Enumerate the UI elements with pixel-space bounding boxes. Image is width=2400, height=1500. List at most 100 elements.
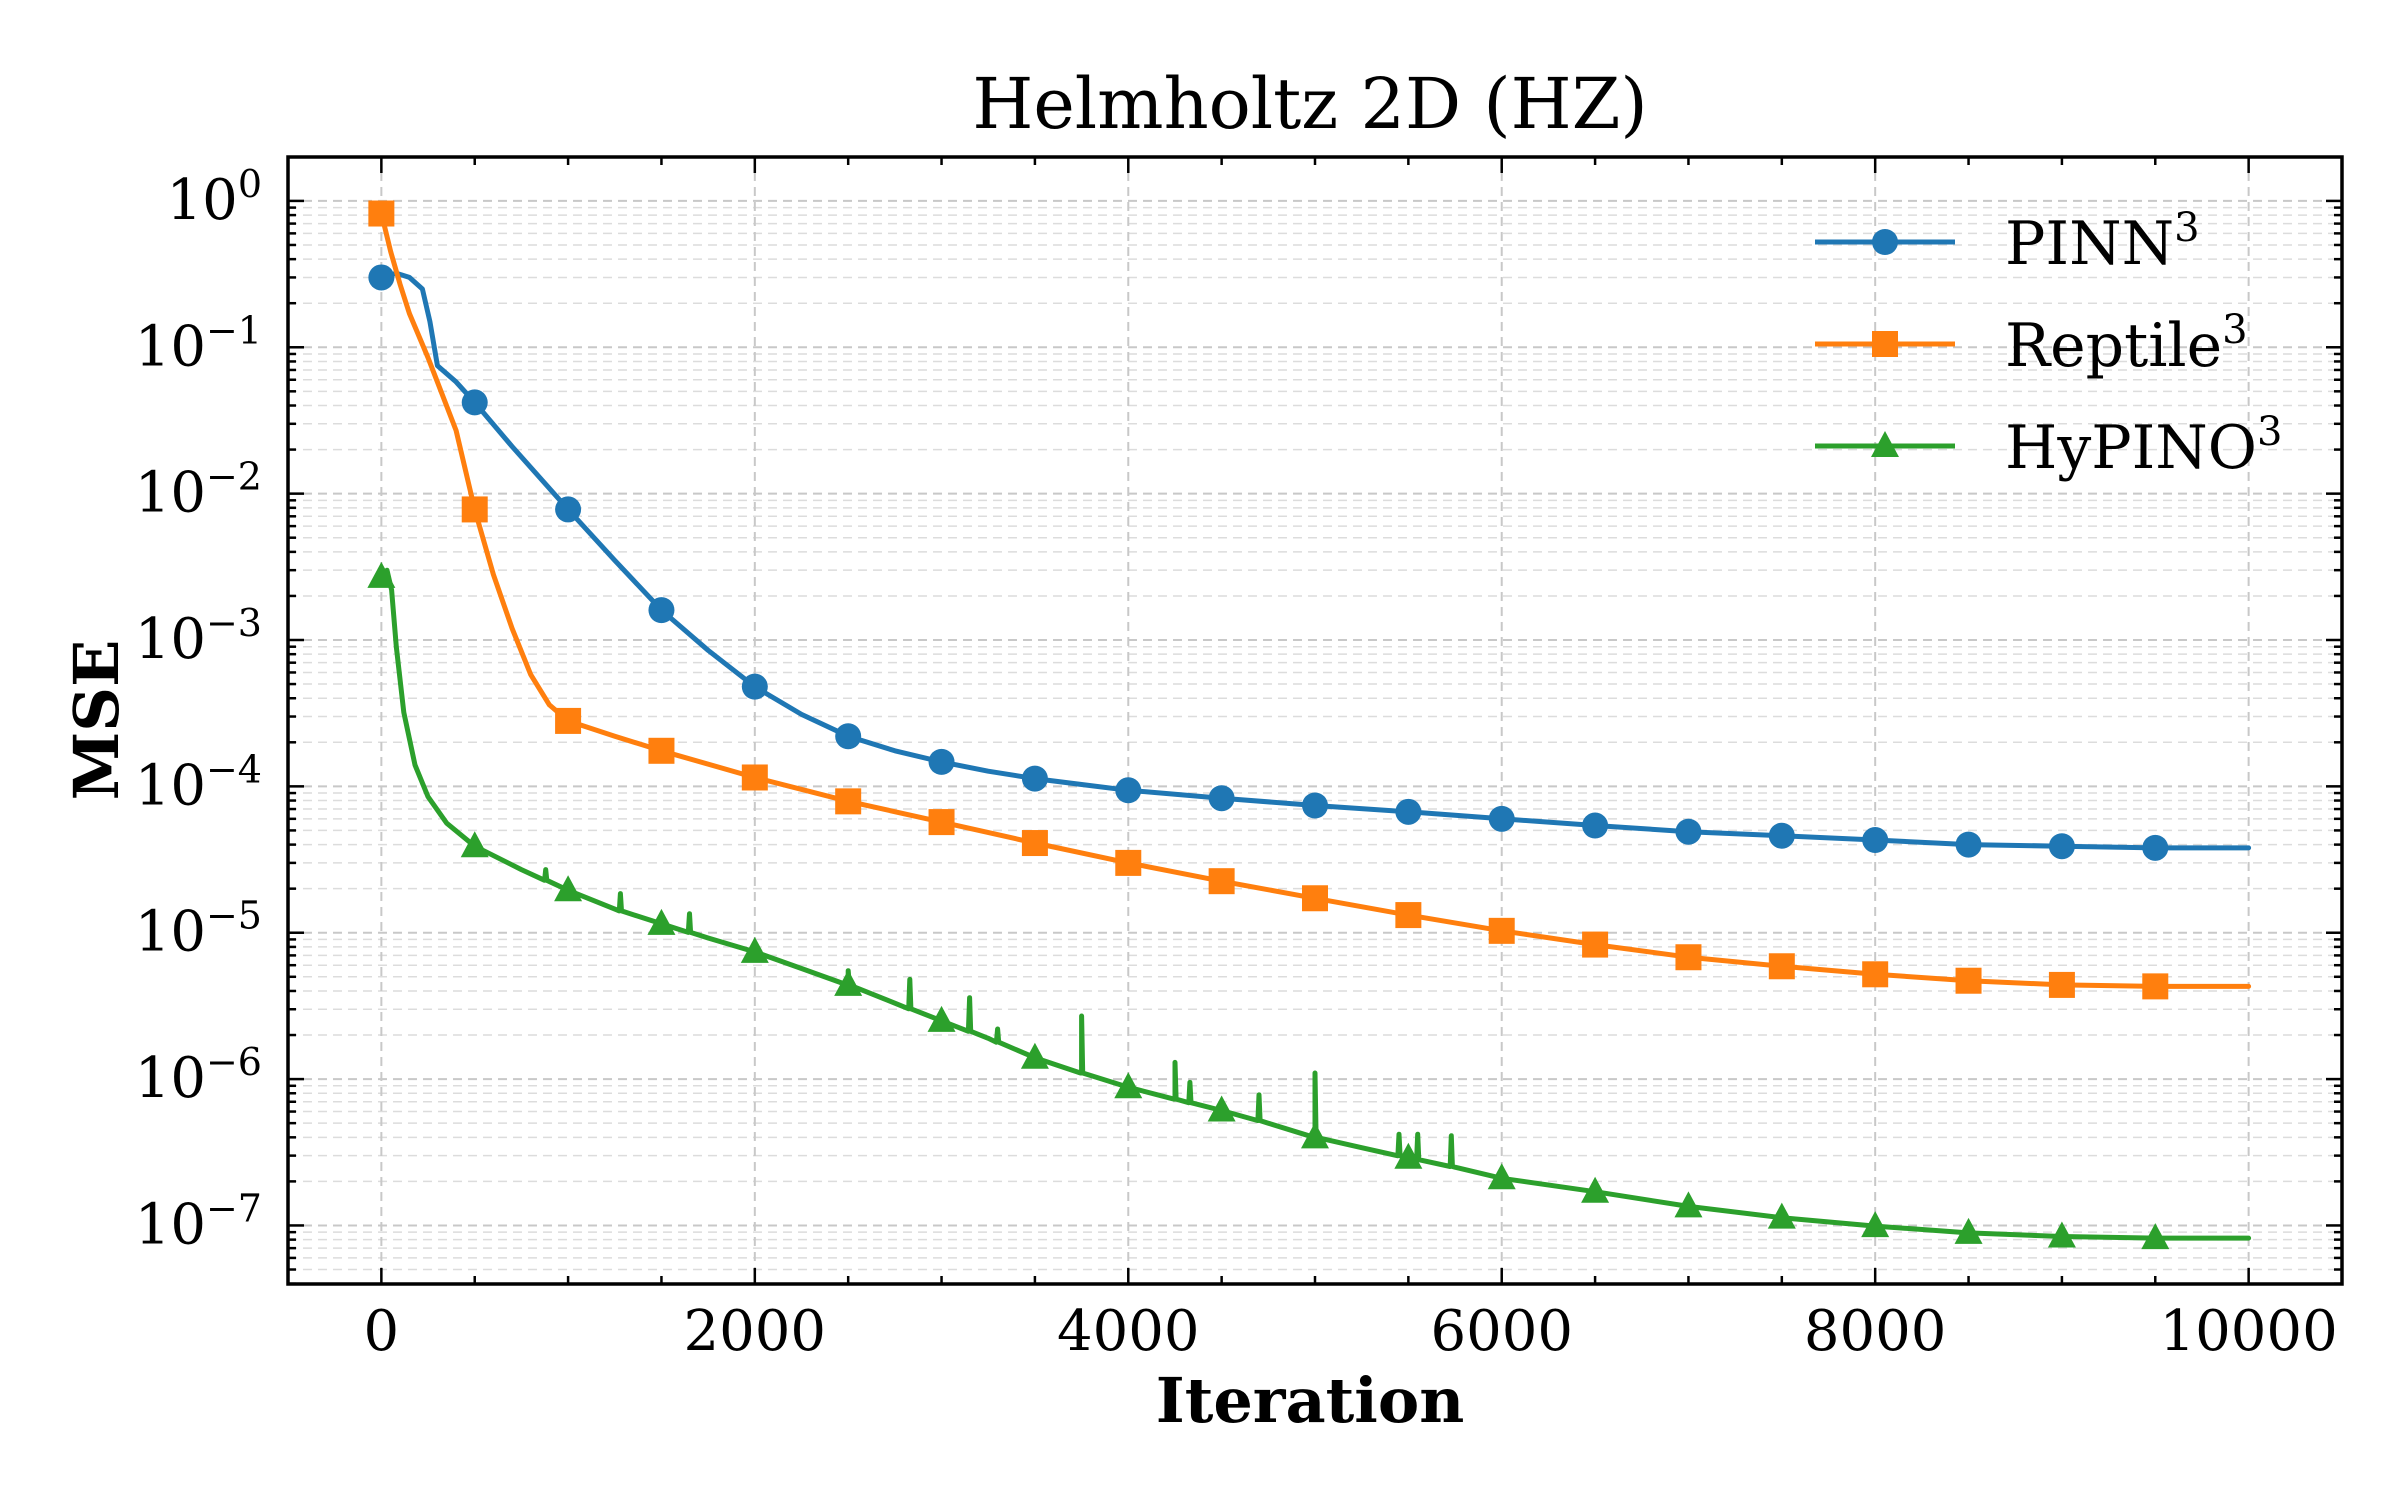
data-point-pinn bbox=[1955, 831, 1982, 858]
data-point-hypino bbox=[2141, 1223, 2170, 1250]
data-point-hypino bbox=[1487, 1163, 1516, 1190]
legend-item-hypino: HyPINO3 bbox=[1815, 409, 2282, 483]
y-tick-base: 10 bbox=[135, 314, 206, 379]
data-point-reptile bbox=[1768, 953, 1795, 980]
legend-item-pinn: PINN3 bbox=[1815, 205, 2200, 279]
data-point-hypino bbox=[1861, 1211, 1890, 1238]
legend-label-name: Reptile bbox=[2005, 311, 2222, 381]
data-point-reptile bbox=[1115, 849, 1142, 876]
x-tick-label: 8000 bbox=[1804, 1299, 1947, 1364]
data-point-hypino bbox=[927, 1005, 956, 1032]
data-point-hypino bbox=[1767, 1202, 1796, 1229]
x-tick-label: 6000 bbox=[1430, 1299, 1573, 1364]
data-point-hypino bbox=[1207, 1095, 1236, 1122]
data-point-reptile bbox=[555, 707, 582, 734]
data-point-hypino bbox=[1954, 1217, 1983, 1244]
data-point-reptile bbox=[368, 200, 395, 227]
data-point-hypino bbox=[1674, 1191, 1703, 1218]
y-tick-base: 10 bbox=[135, 607, 206, 672]
series-hypino bbox=[367, 561, 2252, 1250]
legend-label: HyPINO3 bbox=[2005, 409, 2282, 483]
legend-item-reptile: Reptile3 bbox=[1815, 307, 2248, 381]
legend-label-superscript: 3 bbox=[2257, 409, 2282, 455]
data-point-pinn bbox=[928, 748, 955, 775]
data-point-reptile bbox=[461, 496, 488, 523]
data-point-hypino bbox=[1394, 1142, 1423, 1169]
series-pinn bbox=[368, 264, 2252, 861]
x-tick-label: 2000 bbox=[684, 1299, 827, 1364]
data-point-pinn bbox=[555, 496, 582, 523]
data-point-hypino bbox=[2047, 1221, 2076, 1248]
data-point-pinn bbox=[648, 597, 675, 624]
data-point-reptile bbox=[928, 809, 955, 836]
data-point-reptile bbox=[648, 737, 675, 764]
data-point-hypino bbox=[1301, 1122, 1329, 1149]
data-point-pinn bbox=[2142, 834, 2169, 861]
data-point-reptile bbox=[1862, 961, 1889, 988]
data-point-pinn bbox=[1021, 765, 1048, 792]
y-tick-exponent: 0 bbox=[238, 162, 262, 206]
data-point-pinn bbox=[1675, 818, 1702, 845]
grid bbox=[288, 157, 2342, 1285]
y-tick-exponent: −7 bbox=[206, 1186, 262, 1230]
series-line-hypino bbox=[378, 567, 2252, 1241]
data-point-hypino bbox=[1581, 1176, 1610, 1203]
data-point-reptile bbox=[1488, 917, 1515, 944]
data-point-pinn bbox=[1208, 785, 1235, 812]
data-point-pinn bbox=[835, 723, 862, 750]
y-tick-label: 10−5 bbox=[135, 894, 262, 965]
x-tick-label: 10000 bbox=[2160, 1299, 2338, 1364]
series-layer bbox=[367, 200, 2252, 1250]
data-point-pinn bbox=[1582, 812, 1609, 839]
y-tick-exponent: −1 bbox=[206, 308, 262, 352]
y-tick-base: 10 bbox=[135, 753, 206, 818]
y-tick-exponent: −3 bbox=[206, 601, 262, 645]
legend-marker bbox=[1872, 229, 1898, 255]
data-point-pinn bbox=[1862, 827, 1889, 854]
y-tick-base: 10 bbox=[167, 168, 238, 233]
data-point-pinn bbox=[1488, 805, 1515, 832]
y-axis-label: MSE bbox=[60, 640, 133, 801]
data-point-reptile bbox=[1208, 868, 1235, 895]
legend-label-name: HyPINO bbox=[2005, 413, 2257, 483]
data-point-reptile bbox=[1675, 944, 1702, 971]
y-tick-label: 10−3 bbox=[135, 601, 262, 672]
data-point-pinn bbox=[741, 673, 768, 700]
data-point-pinn bbox=[368, 264, 395, 291]
data-point-hypino bbox=[834, 969, 863, 996]
legend-label-superscript: 3 bbox=[2174, 205, 2199, 251]
y-tick-label: 10−2 bbox=[135, 455, 262, 526]
data-point-reptile bbox=[2048, 971, 2075, 998]
data-point-pinn bbox=[1768, 822, 1795, 849]
data-point-hypino bbox=[1020, 1042, 1049, 1069]
data-point-reptile bbox=[1955, 967, 1982, 994]
data-point-reptile bbox=[1582, 931, 1609, 958]
y-tick-base: 10 bbox=[135, 1192, 206, 1257]
series-line-pinn bbox=[378, 270, 2252, 851]
y-tick-exponent: −4 bbox=[206, 747, 262, 791]
data-point-hypino bbox=[554, 875, 583, 902]
data-point-hypino bbox=[740, 936, 769, 963]
data-point-pinn bbox=[2048, 833, 2075, 860]
data-point-reptile bbox=[1395, 902, 1422, 929]
data-point-hypino bbox=[460, 831, 489, 858]
data-point-pinn bbox=[461, 389, 488, 416]
data-point-pinn bbox=[1302, 792, 1328, 819]
data-point-pinn bbox=[1395, 798, 1422, 825]
legend-label-name: PINN bbox=[2005, 209, 2174, 279]
x-tick-label: 0 bbox=[364, 1299, 400, 1364]
legend-marker bbox=[1871, 431, 1899, 457]
y-tick-label: 10−7 bbox=[135, 1186, 262, 1257]
data-point-reptile bbox=[1021, 830, 1048, 857]
data-point-reptile bbox=[2142, 973, 2169, 1000]
series-reptile bbox=[368, 200, 2252, 1000]
data-point-hypino bbox=[367, 561, 396, 588]
data-point-reptile bbox=[1302, 885, 1328, 912]
legend-label: Reptile3 bbox=[2005, 307, 2248, 381]
x-tick-label: 4000 bbox=[1057, 1299, 1200, 1364]
data-point-pinn bbox=[1115, 777, 1142, 804]
y-tick-exponent: −2 bbox=[206, 455, 262, 499]
legend-label-superscript: 3 bbox=[2222, 307, 2247, 353]
